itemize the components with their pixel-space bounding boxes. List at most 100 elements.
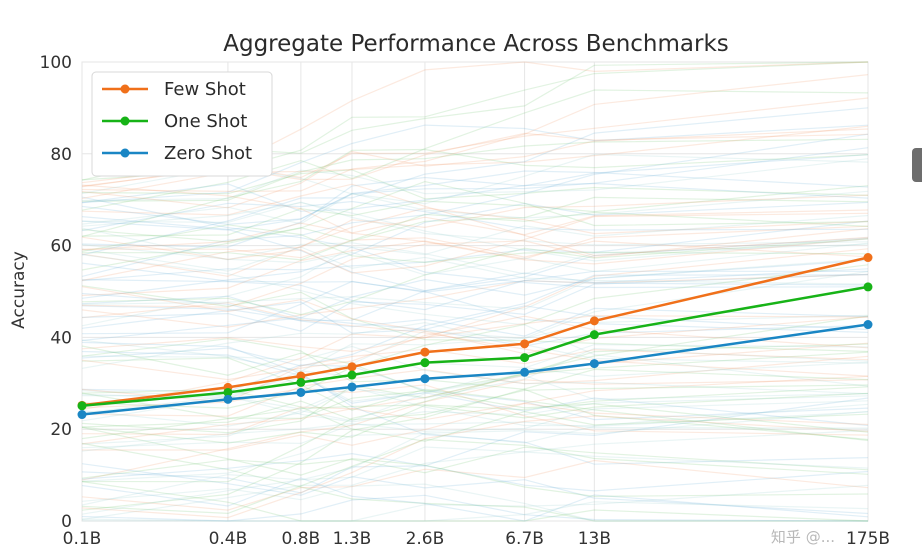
background-line [81, 262, 869, 333]
background-line [81, 237, 869, 322]
background-line [81, 258, 869, 310]
background-line [81, 222, 869, 265]
background-line [81, 170, 869, 226]
background-line [81, 200, 869, 232]
background-line [81, 348, 869, 403]
y-tick-label: 100 [40, 53, 72, 73]
series-line-one-shot [81, 285, 869, 408]
legend: Few Shot One Shot Zero Shot [91, 71, 273, 177]
data-point-one-shot [77, 401, 87, 411]
series-line-few-shot [81, 256, 869, 407]
background-line [81, 314, 869, 353]
background-line [81, 270, 868, 311]
data-point-one-shot [420, 358, 430, 368]
background-line [81, 89, 869, 211]
background-line [81, 321, 869, 369]
background-line [81, 124, 869, 204]
background-line [81, 273, 869, 328]
chart-title: Aggregate Performance Across Benchmarks [223, 31, 729, 57]
data-point-one-shot [589, 330, 599, 340]
background-line [81, 392, 869, 444]
background-line [81, 343, 869, 434]
x-tick-label: 0.1B [63, 529, 102, 546]
background-line [81, 183, 869, 257]
data-point-zero-shot [863, 320, 873, 330]
background-line [81, 411, 869, 482]
background-line [81, 182, 869, 212]
background-line [81, 180, 869, 271]
background-line [81, 285, 869, 353]
background-line [81, 220, 869, 282]
legend-label-few-shot: Few Shot [164, 79, 246, 100]
background-line [81, 194, 869, 282]
background-line [81, 138, 869, 202]
legend-marker-zero-shot [120, 148, 130, 158]
background-line [81, 147, 869, 231]
side-scroll-tab[interactable] [912, 148, 922, 182]
background-line [81, 227, 869, 275]
data-point-few-shot [863, 253, 873, 263]
data-point-zero-shot [347, 382, 357, 392]
background-line [81, 201, 869, 246]
background-line [81, 345, 869, 393]
background-line [81, 264, 869, 409]
background-line [81, 169, 869, 200]
y-tick-label: 0 [61, 512, 72, 532]
background-line [81, 202, 869, 262]
x-tick-label: 0.8B [282, 529, 321, 546]
background-line [82, 211, 869, 261]
y-axis-label: Accuracy [9, 251, 29, 329]
background-line [81, 315, 869, 381]
background-line [81, 384, 869, 428]
background-line [81, 446, 869, 515]
background-line [81, 374, 869, 402]
background-line [81, 280, 869, 335]
data-point-few-shot [420, 347, 430, 357]
background-line [81, 400, 869, 452]
legend-label-one-shot: One Shot [164, 111, 247, 132]
background-line [81, 477, 869, 522]
background-line [81, 397, 869, 494]
series-group [77, 253, 873, 420]
background-line [81, 128, 869, 209]
background-line [81, 494, 869, 522]
background-line [81, 133, 869, 277]
data-point-one-shot [223, 387, 233, 397]
background-line [81, 301, 869, 347]
background-line [81, 379, 869, 481]
data-point-few-shot [589, 316, 599, 326]
data-point-few-shot [296, 371, 306, 381]
background-line [81, 350, 869, 427]
background-line [81, 357, 869, 442]
legend-label-zero-shot: Zero Shot [164, 143, 252, 164]
legend-box [91, 71, 273, 177]
background-line [81, 338, 869, 441]
background-line [81, 242, 869, 276]
background-line [81, 481, 869, 522]
data-point-zero-shot [520, 367, 530, 377]
background-line [81, 438, 869, 515]
x-tick-label: 1.3B [333, 529, 372, 546]
data-point-zero-shot [589, 359, 599, 369]
background-line [81, 158, 869, 202]
background-line [82, 402, 869, 451]
background-line [81, 286, 869, 355]
background-line [81, 390, 869, 433]
background-line [81, 415, 869, 519]
background-line [81, 429, 869, 521]
axes: 0 20 40 60 80 100 0.1B 0.4B 0.8B 1.3B 2.6B 6.7B 13B 1… [40, 53, 891, 549]
data-point-zero-shot [223, 394, 233, 404]
background-line [81, 386, 869, 440]
background-line [81, 343, 869, 445]
background-line [81, 302, 869, 377]
background-line [81, 224, 869, 264]
background-line [81, 384, 869, 436]
x-tick-label: 175B [846, 529, 890, 546]
data-point-few-shot [347, 362, 357, 372]
background-line [81, 463, 869, 515]
background-line [81, 364, 869, 421]
x-tick-label: 2.6B [406, 529, 445, 546]
data-point-few-shot [520, 339, 530, 349]
background-line [81, 375, 869, 445]
